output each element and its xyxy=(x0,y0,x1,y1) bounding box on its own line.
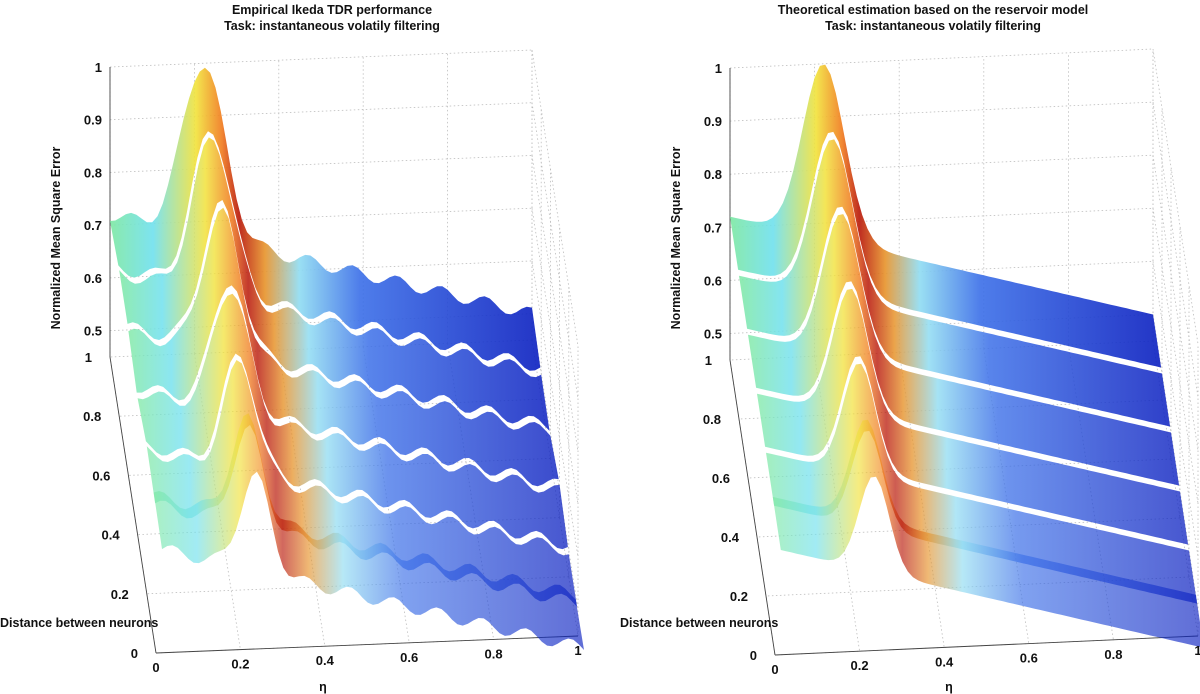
grid-line-floor xyxy=(765,576,1190,597)
grid-line-side xyxy=(1152,261,1199,557)
axes xyxy=(109,67,579,654)
x-axis-line xyxy=(155,635,579,654)
tick-labels: 0 0.2 0.4 0.6 0.8 1 0 0.2 0.4 0.6 0.8 1 0.5 0.6 0.7 0.8… xyxy=(83,60,581,675)
grid-line-back xyxy=(729,260,1154,281)
z-tick-label: 0.6 xyxy=(84,271,102,286)
x-tick-label: 0 xyxy=(152,660,159,675)
x-tick-label: 0.6 xyxy=(1020,651,1038,666)
z-tick-label: 0.5 xyxy=(704,326,722,341)
z-tick-label: 0.8 xyxy=(704,167,722,182)
surface-band xyxy=(153,413,584,650)
grid-line-back xyxy=(109,49,533,68)
grid-line-back xyxy=(109,102,533,121)
x-tick-label: 0 xyxy=(771,662,778,677)
surface-band xyxy=(748,214,1180,486)
error-surface xyxy=(110,67,584,650)
x-tick-label: 0.2 xyxy=(851,658,869,673)
error-surface xyxy=(730,64,1200,647)
grid-line-side xyxy=(1152,208,1199,504)
surface-band xyxy=(772,419,1200,647)
surface-band xyxy=(146,360,578,607)
y-tick-label: 1 xyxy=(85,350,92,365)
y-tick-label: 0.6 xyxy=(92,468,110,483)
y-tick-label: 0.6 xyxy=(712,471,730,486)
chart-title-line-1: Empirical Ikeda TDR performance xyxy=(232,3,432,17)
y-axis-label: Distance between neurons xyxy=(0,616,158,630)
x-axis-label: η xyxy=(319,680,327,694)
x-axis-label: η xyxy=(945,680,953,694)
grid-line-side xyxy=(1152,155,1199,451)
x-tick-label: 0.6 xyxy=(400,650,418,665)
z-tick-label: 0.7 xyxy=(84,218,102,233)
surface-plot-empirical: 0 0.2 0.4 0.6 0.8 1 0 0.2 0.4 0.6 0.8 1 0.5 0.6 0.7 0.8… xyxy=(0,3,584,694)
x-tick-label: 1 xyxy=(1194,643,1200,658)
surface-band xyxy=(119,137,550,431)
y-tick-label: 1 xyxy=(705,353,712,368)
z-tick-label: 1 xyxy=(95,60,102,75)
chart-title-line-2: Task: instantaneous volatily filtering xyxy=(825,19,1041,33)
axes xyxy=(729,68,1199,656)
chart-right: 0 0.2 0.4 0.6 0.8 1 0 0.2 0.4 0.6 0.8 1 0.5 0.6 0.7 0.8… xyxy=(600,0,1200,694)
grid-line-side xyxy=(1152,102,1199,398)
grid-line-side xyxy=(1152,48,1199,345)
z-axis-label: Normalized Mean Square Error xyxy=(49,147,63,330)
grid-line-side xyxy=(531,102,579,399)
chart-title-line-1: Theoretical estimation based on the rese… xyxy=(778,3,1089,17)
z-tick-label: 0.5 xyxy=(84,324,102,339)
y-tick-label: 0.4 xyxy=(102,528,121,543)
z-axis-label: Normalized Mean Square Error xyxy=(669,147,683,330)
z-tick-label: 0.7 xyxy=(704,220,722,235)
x-tick-label: 0.4 xyxy=(316,653,335,668)
tick-labels: 0 0.2 0.4 0.6 0.8 1 0 0.2 0.4 0.6 0.8 1 0.5 0.6 0.7 0.8… xyxy=(703,61,1200,677)
x-tick-label: 1 xyxy=(574,643,581,658)
z-tick-label: 0.9 xyxy=(704,114,722,129)
y-tick-label: 0 xyxy=(750,648,757,663)
z-tick-label: 0.8 xyxy=(84,165,102,180)
y-tick-label: 0.4 xyxy=(721,530,740,545)
x-tick-label: 0.2 xyxy=(231,657,249,672)
grid-line-back xyxy=(729,207,1154,228)
z-tick-label: 0.6 xyxy=(704,273,722,288)
x-tick-label: 0.8 xyxy=(1104,647,1122,662)
grid-line-side xyxy=(531,49,579,347)
grid-line-side xyxy=(1152,314,1199,610)
grid-line-back xyxy=(729,48,1154,69)
x-tick-label: 0.4 xyxy=(935,654,954,669)
surface-plot-theoretical: 0 0.2 0.4 0.6 0.8 1 0 0.2 0.4 0.6 0.8 1 0.5 0.6 0.7 0.8… xyxy=(620,3,1200,694)
y-axis-line xyxy=(109,356,157,654)
y-tick-label: 0 xyxy=(131,646,138,661)
grid-line-back xyxy=(729,101,1154,122)
y-axis-line xyxy=(729,359,776,656)
z-tick-label: 1 xyxy=(715,61,722,76)
y-tick-label: 0.8 xyxy=(703,412,721,427)
chart-title-line-2: Task: instantaneous volatily filtering xyxy=(224,19,440,33)
surface-band xyxy=(739,139,1171,427)
surface-band xyxy=(128,207,559,487)
surface-band xyxy=(730,64,1162,368)
x-axis-line xyxy=(774,635,1199,656)
y-tick-label: 0.2 xyxy=(111,587,129,602)
surface-band xyxy=(137,293,568,550)
x-tick-label: 0.8 xyxy=(485,646,503,661)
grid-line-back xyxy=(729,154,1154,175)
y-axis-label: Distance between neurons xyxy=(620,616,778,630)
y-tick-label: 0.8 xyxy=(83,409,101,424)
surface-band xyxy=(110,67,541,371)
surface-band xyxy=(766,363,1198,604)
z-tick-label: 0.9 xyxy=(84,113,102,128)
y-tick-label: 0.2 xyxy=(730,589,748,604)
surface-band xyxy=(757,288,1189,545)
chart-left: 0 0.2 0.4 0.6 0.8 1 0 0.2 0.4 0.6 0.8 1 0.5 0.6 0.7 0.8… xyxy=(0,3,584,694)
